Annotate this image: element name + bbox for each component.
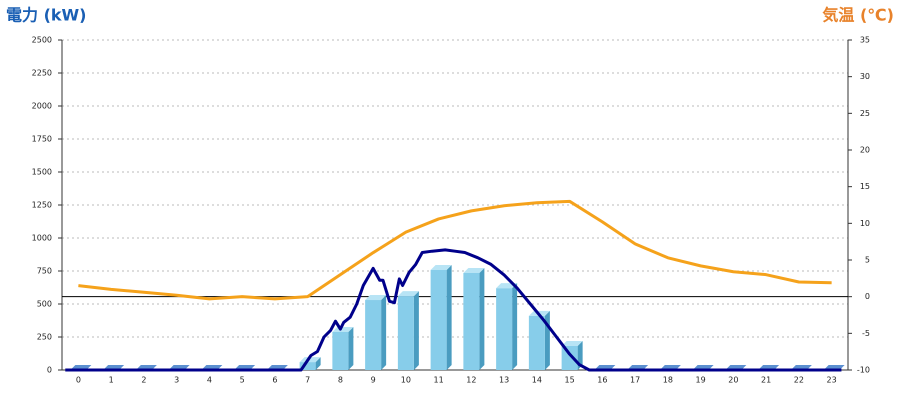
bar-front xyxy=(496,288,513,370)
bar-front xyxy=(561,345,578,370)
bar xyxy=(299,357,321,370)
x-tick-label: 18 xyxy=(663,376,673,385)
line xyxy=(65,248,842,372)
x-tick-label: 13 xyxy=(499,376,509,385)
y2-tick-label: -5 xyxy=(862,329,870,338)
bar-side xyxy=(544,310,550,370)
x-tick-label: 17 xyxy=(630,376,640,385)
bar-top xyxy=(463,267,485,273)
y-tick-label: 750 xyxy=(37,267,52,276)
y-tick-label: 1000 xyxy=(32,234,52,243)
y2-tick-label: 35 xyxy=(860,36,870,45)
x-tick-label: 9 xyxy=(371,376,376,385)
x-tick-label: 8 xyxy=(338,376,343,385)
x-tick-label: 16 xyxy=(597,376,607,385)
bar-top xyxy=(430,264,452,270)
bar-top xyxy=(561,340,583,346)
bar xyxy=(528,310,550,370)
x-tick-label: 0 xyxy=(76,376,81,385)
bar-side xyxy=(512,283,518,370)
bar xyxy=(463,267,485,370)
x-tick-label: 12 xyxy=(466,376,476,385)
y-tick-label: 1250 xyxy=(32,201,52,210)
bar-side xyxy=(315,357,321,370)
x-tick-label: 15 xyxy=(565,376,575,385)
bar-top xyxy=(365,295,387,301)
line xyxy=(78,199,832,301)
y2-tick-label: 0 xyxy=(865,292,870,301)
bar-top xyxy=(299,357,321,363)
bar xyxy=(430,264,452,370)
x-tick-label: 7 xyxy=(305,376,310,385)
y2-tick-label: 30 xyxy=(860,72,870,81)
y-tick-label: 1500 xyxy=(32,168,52,177)
x-tick-label: 20 xyxy=(728,376,738,385)
bar-front xyxy=(332,331,349,370)
bar-front xyxy=(397,296,414,370)
bar-top xyxy=(332,326,354,332)
y2-tick-label: 20 xyxy=(860,146,870,155)
bar xyxy=(496,283,518,370)
bar-front xyxy=(365,300,382,370)
y2-tick-label: 10 xyxy=(860,219,870,228)
bar xyxy=(365,295,387,370)
bar-side xyxy=(446,264,452,370)
bar-side xyxy=(381,295,387,370)
bar-side xyxy=(413,291,419,370)
x-tick-label: 5 xyxy=(240,376,245,385)
y-tick-label: 0 xyxy=(47,366,52,375)
bar-front xyxy=(430,269,447,370)
x-tick-label: 1 xyxy=(109,376,114,385)
x-tick-label: 10 xyxy=(401,376,411,385)
x-tick-label: 4 xyxy=(207,376,212,385)
y2-tick-label: 15 xyxy=(860,182,870,191)
y-tick-label: 500 xyxy=(37,300,52,309)
x-tick-label: 11 xyxy=(434,376,444,385)
y-axis-title: 電力 (kW) xyxy=(6,6,87,25)
y-tick-label: 1750 xyxy=(32,135,52,144)
x-tick-label: 2 xyxy=(141,376,146,385)
bar xyxy=(332,326,354,370)
y2-tick-label: -10 xyxy=(857,366,870,375)
bar-side xyxy=(348,326,354,370)
y2-axis-title: 気温 (℃) xyxy=(822,6,894,25)
bar-top xyxy=(397,291,419,297)
bar-front xyxy=(463,272,480,370)
y-tick-label: 2250 xyxy=(32,69,52,78)
bar xyxy=(397,291,419,370)
x-tick-label: 23 xyxy=(827,376,837,385)
x-tick-label: 6 xyxy=(272,376,277,385)
x-tick-label: 3 xyxy=(174,376,179,385)
y-tick-label: 2500 xyxy=(32,36,52,45)
x-tick-label: 22 xyxy=(794,376,804,385)
y-tick-label: 250 xyxy=(37,333,52,342)
x-tick-label: 19 xyxy=(696,376,706,385)
bar-front xyxy=(528,315,545,370)
x-tick-label: 21 xyxy=(761,376,771,385)
y2-tick-label: 5 xyxy=(865,256,870,265)
y-tick-label: 2000 xyxy=(32,102,52,111)
y2-tick-label: 25 xyxy=(860,109,870,118)
x-tick-label: 14 xyxy=(532,376,542,385)
bar-front xyxy=(299,362,316,370)
bar-side xyxy=(479,267,485,370)
